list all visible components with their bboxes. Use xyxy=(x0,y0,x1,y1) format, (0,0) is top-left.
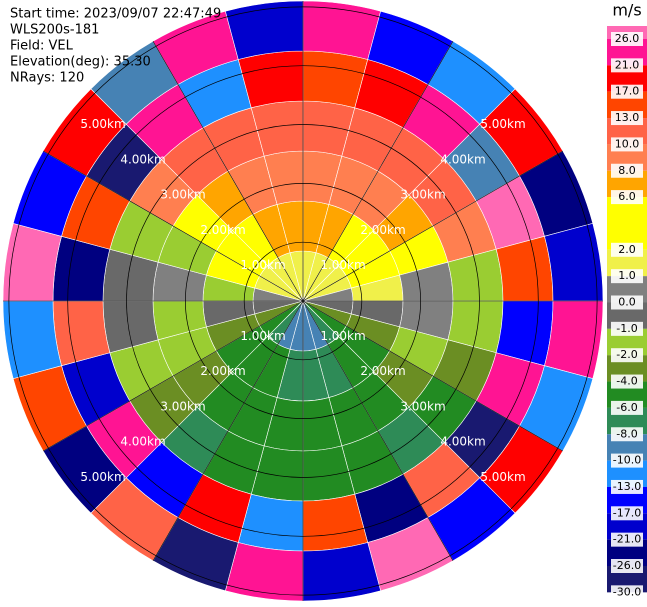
colorbar-label-bg xyxy=(611,479,643,494)
range-ring xyxy=(8,6,598,596)
range-label: 3.00km xyxy=(160,188,205,202)
range-label: 4.00km xyxy=(440,435,485,449)
range-label: 3.00km xyxy=(400,188,445,202)
spoke xyxy=(43,300,304,452)
range-label: 2.00km xyxy=(200,223,245,237)
colorbar-tick-label: -2.0 xyxy=(616,348,637,361)
colorbar-label-bg xyxy=(611,269,643,284)
range-label: 1.00km xyxy=(240,258,285,272)
range-label: 4.00km xyxy=(440,152,485,166)
colorbar-label-bg xyxy=(611,111,643,126)
colorbar-tick-label: -30.0 xyxy=(613,585,641,598)
range-label: 5.00km xyxy=(480,470,525,484)
colorbar-label-bg xyxy=(611,190,643,205)
colorbar-tick-label: 2.0 xyxy=(618,243,636,256)
colorbar-tick-label: 13.0 xyxy=(615,111,640,124)
radar-field xyxy=(2,0,604,602)
range-label: 1.00km xyxy=(240,329,285,343)
colorbar-label-bg xyxy=(611,84,643,99)
colorbar-label-bg xyxy=(611,58,643,73)
spoke xyxy=(43,150,304,302)
colorbar-tick-label: 8.0 xyxy=(618,164,636,177)
range-ring xyxy=(185,183,421,419)
colorbar-tick-label: -10.0 xyxy=(613,454,641,467)
range-ring xyxy=(67,65,539,537)
colorbar-label-bg xyxy=(611,321,643,336)
colorbar-tick-label: 0.0 xyxy=(618,296,636,309)
colorbar-label-bg xyxy=(611,453,643,468)
range-grid: 1.00km 1.00km 1.00km 1.00km 2.00km 2.00km 2.00… xyxy=(3,1,603,601)
header-line: Start time: 2023/09/07 22:47:49 xyxy=(10,7,221,22)
colorbar-tick-label: 6.0 xyxy=(618,190,636,203)
range-label: 4.00km xyxy=(120,435,165,449)
colorbar-tick-label: -21.0 xyxy=(613,533,641,546)
header-line: NRays: 120 xyxy=(10,71,84,86)
colorbar-tick-label: 17.0 xyxy=(615,85,640,98)
colorbar-tick-label: -26.0 xyxy=(613,559,641,572)
colorbar-segment xyxy=(607,197,647,250)
colorbar-tick-label: -6.0 xyxy=(616,401,637,414)
colorbar-label-bg xyxy=(611,295,643,310)
header-line: Elevation(deg): 35.30 xyxy=(10,55,151,70)
colorbar-tick-label: 26.0 xyxy=(615,32,640,45)
range-label: 3.00km xyxy=(160,399,205,413)
colorbar-title: m/s xyxy=(612,1,641,20)
colorbar-tick-label: -1.0 xyxy=(616,322,637,335)
colorbar: 26.0 21.0 17.0 13.0 10.0 8.0 6.0 2.0 1.0 0.0 -1.0 -… xyxy=(607,26,647,600)
colorbar-label-bg xyxy=(611,585,643,600)
colorbar-label-bg xyxy=(611,374,643,389)
range-ring xyxy=(126,124,480,478)
colorbar-tick-label: 1.0 xyxy=(618,269,636,282)
range-label: 1.00km xyxy=(320,329,365,343)
colorbar-label-bg xyxy=(611,400,643,415)
spoke xyxy=(302,150,563,302)
range-label: 5.00km xyxy=(80,470,125,484)
colorbar-tick-label: -13.0 xyxy=(613,480,641,493)
colorbar-label-bg xyxy=(611,163,643,178)
header-line: WLS200s-181 xyxy=(10,23,99,38)
range-label: 5.00km xyxy=(480,117,525,131)
range-label: 2.00km xyxy=(200,364,245,378)
colorbar-label-bg xyxy=(611,559,643,573)
range-label: 5.00km xyxy=(80,117,125,131)
range-ring xyxy=(243,241,363,361)
colorbar-label-bg xyxy=(611,32,643,46)
spoke xyxy=(152,41,304,302)
colorbar-label-bg xyxy=(611,242,643,257)
colorbar-label-bg xyxy=(611,348,643,363)
spoke xyxy=(302,41,454,302)
spoke xyxy=(152,300,304,561)
colorbar-label-bg xyxy=(611,532,643,547)
colorbar-tick-label: -8.0 xyxy=(616,427,637,440)
colorbar-label-bg xyxy=(611,506,643,521)
header-line: Field: VEL xyxy=(10,39,74,54)
spoke xyxy=(302,300,454,561)
colorbar-label-bg xyxy=(611,427,643,442)
colorbar-tick-label: -17.0 xyxy=(613,506,641,519)
colorbar-tick-label: 10.0 xyxy=(615,137,640,150)
colorbar-label-bg xyxy=(611,137,643,152)
colorbar-tick-label: -4.0 xyxy=(616,375,637,388)
range-label: 2.00km xyxy=(360,223,405,237)
spoke xyxy=(302,300,563,452)
range-label: 4.00km xyxy=(120,152,165,166)
range-label: 3.00km xyxy=(400,399,445,413)
range-label: 2.00km xyxy=(360,364,405,378)
range-label: 1.00km xyxy=(320,258,365,272)
colorbar-tick-label: 21.0 xyxy=(615,58,640,71)
